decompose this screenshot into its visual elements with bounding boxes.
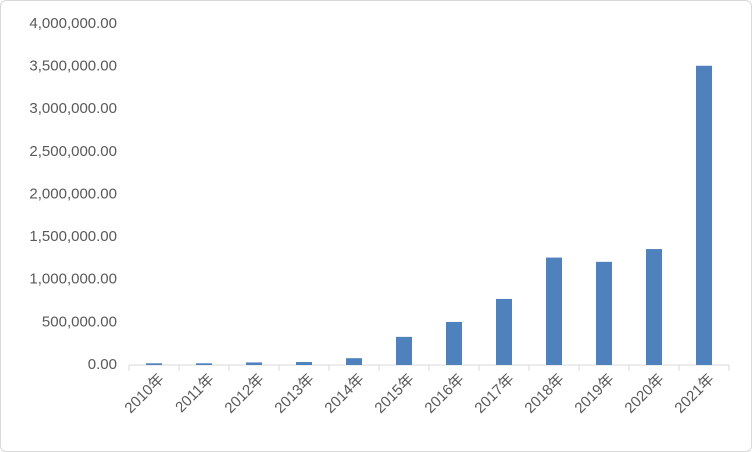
bar	[146, 363, 162, 365]
bar	[246, 362, 262, 365]
x-tick-label: 2014年	[321, 371, 367, 417]
x-tick-label: 2015年	[371, 371, 417, 417]
x-tick-label: 2018年	[521, 371, 567, 417]
bar	[346, 358, 362, 365]
bar	[396, 336, 412, 365]
x-tick-label: 2011年	[172, 371, 217, 416]
x-tick-label: 2019年	[571, 371, 617, 417]
x-tick-label: 2021年	[671, 371, 717, 417]
bar	[696, 65, 712, 366]
x-tick-label: 2010年	[121, 371, 167, 417]
bar	[546, 257, 562, 365]
y-tick-label: 1,500,000.00	[29, 228, 117, 245]
x-tick-label: 2012年	[221, 371, 267, 417]
x-tick-label: 2013年	[271, 371, 317, 417]
y-tick-label: 500,000.00	[42, 313, 117, 330]
y-tick-label: 3,500,000.00	[29, 58, 117, 75]
bar	[446, 321, 462, 365]
bar	[646, 249, 662, 365]
x-tick-label: 2016年	[421, 371, 467, 417]
x-tick-label: 2020年	[621, 371, 667, 417]
bar	[296, 362, 312, 365]
y-tick-label: 4,000,000.00	[29, 15, 117, 32]
x-tick-label: 2017年	[471, 371, 517, 417]
y-tick-label: 2,500,000.00	[29, 143, 117, 160]
bar	[596, 261, 612, 365]
bar	[496, 298, 512, 365]
y-tick-label: 2,000,000.00	[29, 185, 117, 202]
y-tick-label: 3,000,000.00	[29, 100, 117, 117]
y-tick-label: 1,000,000.00	[29, 271, 117, 288]
y-tick-label: 0.00	[88, 356, 117, 373]
bar	[196, 363, 212, 365]
